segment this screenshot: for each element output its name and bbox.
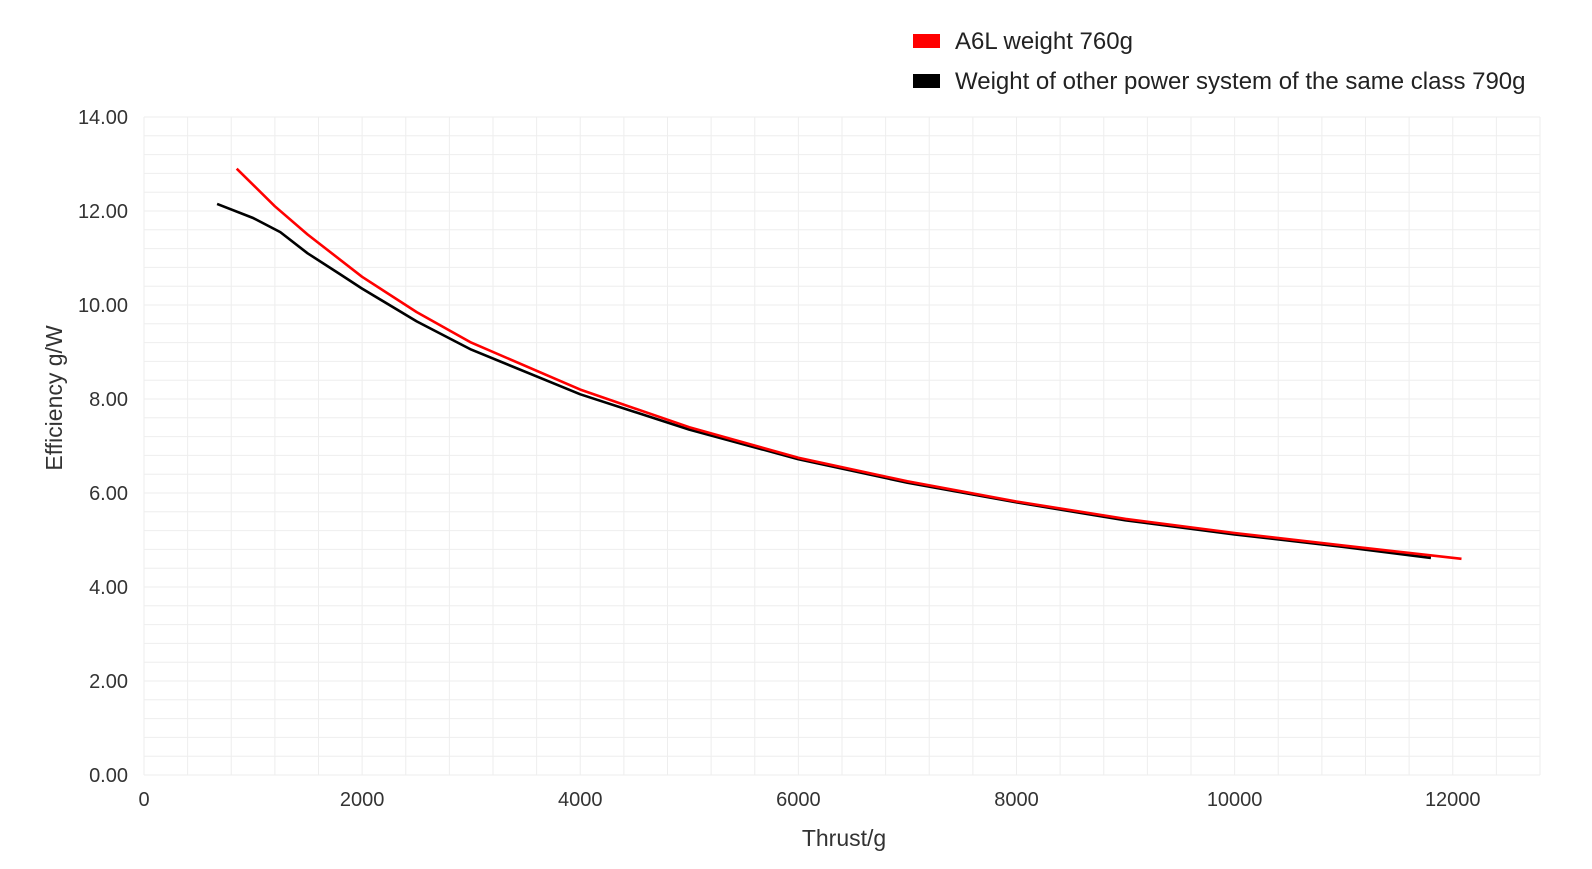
legend-label-other: Weight of other power system of the same… [955, 68, 1526, 95]
series-lines [216, 167, 1462, 561]
y-tick-label: 0.00 [89, 765, 128, 787]
y-tick-label: 14.00 [78, 107, 128, 129]
y-axis: 0.00 2.00 4.00 6.00 8.00 10.00 12.00 14.00 [78, 107, 128, 787]
x-tick-label: 8000 [994, 789, 1039, 811]
y-axis-title: Efficiency g/W [41, 325, 67, 471]
y-tick-label: 12.00 [78, 201, 128, 223]
series-line [235, 167, 1462, 561]
legend-swatch-a6l [913, 34, 940, 48]
y-tick-label: 4.00 [89, 577, 128, 599]
y-tick-label: 2.00 [89, 671, 128, 693]
x-tick-label: 6000 [776, 789, 821, 811]
y-tick-label: 6.00 [89, 483, 128, 505]
y-tick-label: 10.00 [78, 295, 128, 317]
legend-swatch-other [913, 74, 940, 88]
series-line [216, 202, 1432, 560]
y-tick-label: 8.00 [89, 389, 128, 411]
x-tick-label: 2000 [340, 789, 385, 811]
x-tick-label: 12000 [1425, 789, 1481, 811]
legend: A6L weight 760g Weight of other power sy… [913, 28, 1526, 95]
x-tick-label: 0 [138, 789, 149, 811]
x-axis-title: Thrust/g [802, 825, 886, 851]
x-tick-label: 10000 [1207, 789, 1263, 811]
x-axis: 0 2000 4000 6000 8000 10000 12000 [138, 789, 1480, 811]
x-tick-label: 4000 [558, 789, 603, 811]
grid [143, 116, 1541, 776]
legend-label-a6l: A6L weight 760g [955, 28, 1133, 55]
